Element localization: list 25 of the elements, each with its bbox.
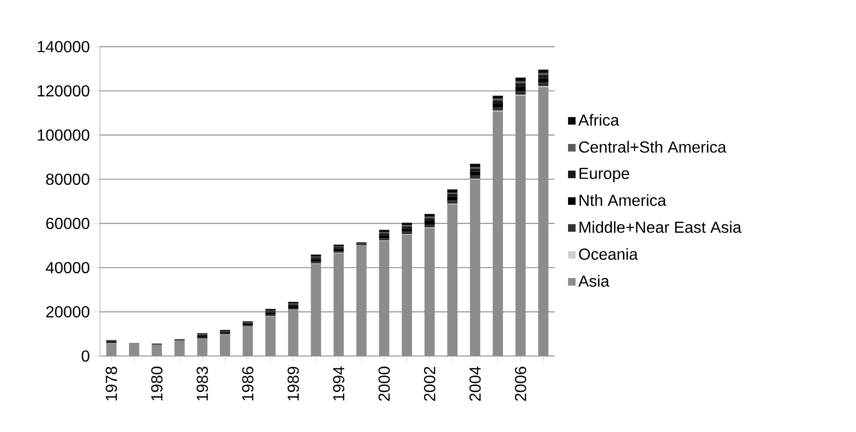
x-tick-label: 1980 bbox=[151, 366, 162, 400]
legend-label: Nth America bbox=[580, 194, 666, 206]
x-tick-label: 2006 bbox=[514, 366, 526, 401]
legend-label: Africa bbox=[578, 114, 620, 126]
legend-label: Asia bbox=[578, 275, 610, 287]
legend-label: Middle+Near East Asia bbox=[580, 221, 742, 233]
y-tick-label: 0 bbox=[82, 350, 90, 362]
x-tick-label: 1986 bbox=[242, 366, 254, 400]
y-tick-label: 20000 bbox=[46, 306, 90, 318]
legend-label: Europe bbox=[580, 168, 630, 182]
y-tick-label: 120000 bbox=[38, 85, 90, 97]
x-tick-label: 1989 bbox=[288, 366, 299, 400]
x-tick-label: 1978 bbox=[106, 366, 118, 400]
y-tick-label: 100000 bbox=[38, 129, 90, 141]
x-tick-label: 1994 bbox=[333, 366, 344, 400]
x-tick-label: 2004 bbox=[469, 366, 481, 401]
y-tick-label: 40000 bbox=[46, 262, 90, 274]
x-tick-label: 1983 bbox=[196, 366, 208, 400]
x-tick-label: 2002 bbox=[424, 366, 436, 401]
legend-label: Oceania bbox=[579, 248, 638, 260]
y-tick-label: 60000 bbox=[46, 218, 90, 230]
y-tick-label: 80000 bbox=[46, 174, 90, 185]
legend-label: Central+Sth America bbox=[579, 140, 726, 153]
x-tick-label: 2000 bbox=[378, 366, 390, 401]
y-tick-label: 140000 bbox=[38, 41, 90, 52]
